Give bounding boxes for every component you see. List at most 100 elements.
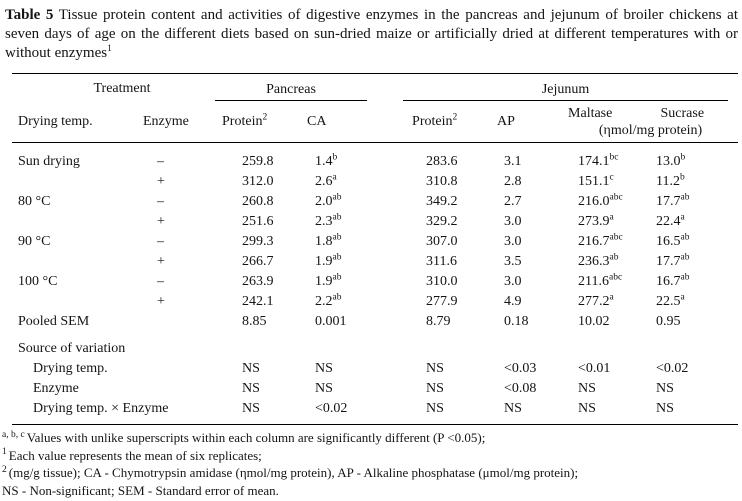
value-cell: 2.7 [481, 192, 553, 212]
cell-value: NS [426, 381, 444, 396]
value-cell: 283.6 [399, 143, 481, 173]
value-cell: NS [399, 399, 482, 425]
cell-value: 236.3 [578, 254, 610, 269]
footnote-marker: 2 [2, 464, 7, 475]
enzyme-sign: + [157, 214, 165, 229]
cell-value: <0.02 [656, 361, 689, 376]
value-cell: 310.0 [399, 272, 481, 292]
enzyme-sign: – [157, 274, 164, 289]
row-label [12, 172, 130, 192]
value-cell: 2.0ab [303, 192, 399, 212]
value-cell: 2.2ab [303, 292, 399, 312]
caption-text: Tissue protein content and activities of… [5, 7, 738, 61]
value-cell: 3.0 [481, 232, 553, 252]
value-cell: NS [553, 379, 631, 399]
protein-label: Protein [412, 113, 453, 129]
row-label: 90 °C [18, 234, 51, 249]
cell-value: 2.8 [504, 174, 522, 189]
significance-superscript: a [332, 172, 337, 183]
value-cell: 310.8 [399, 172, 481, 192]
cell-value: 283.6 [426, 154, 458, 169]
group-header-treatment: Treatment [93, 81, 151, 96]
value-cell: NS [303, 359, 399, 379]
value-cell: NS [399, 359, 481, 379]
value-cell: 349.2 [399, 192, 481, 212]
cell-value: <0.03 [504, 361, 537, 376]
value-cell: 260.8 [208, 192, 303, 212]
cell-value: <0.08 [504, 381, 537, 396]
cell-value: 329.2 [426, 214, 458, 229]
footnote-marker: a, b, c [2, 429, 25, 440]
cell-value: NS [656, 401, 674, 416]
cell-value: 251.6 [242, 214, 274, 229]
cell-value: 0.18 [504, 314, 529, 329]
value-cell: 277.9 [399, 292, 481, 312]
table-row: Pooled SEM 8.85 0.001 8.79 0.18 10.02 0.95 [12, 312, 738, 332]
significance-superscript: a [609, 292, 614, 303]
value-cell: 16.7ab [631, 272, 738, 292]
cell-value: 2.2 [315, 294, 333, 309]
cell-value: NS [426, 401, 444, 416]
value-cell: 8.85 [208, 312, 303, 332]
cell-value: NS [578, 381, 596, 396]
cell-value: 3.0 [504, 214, 522, 229]
col-header-sucrase: Sucrase [660, 105, 705, 121]
value-cell: 307.0 [399, 232, 481, 252]
cell-value: 277.9 [426, 294, 458, 309]
significance-superscript: b [332, 152, 338, 163]
footnote-replicates: 1 Each value represents the mean of six r… [2, 447, 738, 465]
cell-value: NS [315, 361, 333, 376]
footnote-marker: 1 [2, 447, 7, 458]
value-cell: 216.7abc [553, 232, 631, 252]
caption-footnote-marker: 1 [107, 44, 112, 54]
group-header-row: Treatment Pancreas Jejunum [12, 74, 738, 101]
footnote-text: NS - Non-significant; SEM - Standard err… [2, 482, 279, 498]
footnote-abbreviations: NS - Non-significant; SEM - Standard err… [2, 482, 738, 500]
col-header-drying-temp: Drying temp. [12, 101, 130, 143]
table-row: Drying temp. × Enzyme NS <0.02 NS NS NS NS [12, 399, 739, 425]
enzyme-sign [130, 359, 208, 379]
value-cell: 299.3 [208, 232, 303, 252]
value-cell: 1.9ab [303, 272, 399, 292]
value-cell: NS [631, 399, 739, 425]
enzyme-sign [130, 312, 208, 332]
row-label [12, 252, 130, 272]
value-cell: 259.8 [208, 143, 303, 173]
value-cell: 266.7 [208, 252, 303, 272]
cell-value: 277.2 [578, 294, 610, 309]
table-row: Source of variation [12, 332, 738, 359]
group-header-jejunum: Jejunum [399, 74, 738, 101]
enzyme-sign: – [157, 194, 164, 209]
cell-value: 11.2 [656, 174, 681, 189]
row-label: Enzyme [33, 381, 79, 396]
cell-value: 242.1 [242, 294, 274, 309]
cell-value: 263.9 [242, 274, 274, 289]
value-cell: 312.0 [208, 172, 303, 192]
cell-value: NS [426, 361, 444, 376]
cell-value: 174.1 [578, 154, 610, 169]
significance-superscript: ab [332, 292, 342, 303]
value-cell: NS [481, 399, 554, 425]
cell-value: 311.6 [426, 254, 458, 269]
value-cell: 211.6abc [553, 272, 631, 292]
significance-superscript: abc [609, 192, 623, 203]
significance-superscript: abc [609, 232, 623, 243]
significance-superscript: a [680, 212, 685, 223]
cell-value: 260.8 [242, 194, 274, 209]
value-cell: <0.02 [303, 399, 400, 425]
cell-value: NS [242, 381, 260, 396]
row-label: 100 °C [18, 274, 58, 289]
value-cell: 1.4b [303, 143, 399, 173]
cell-value: 0.95 [656, 314, 681, 329]
value-cell: 13.0b [631, 143, 738, 173]
cell-value: 266.7 [242, 254, 274, 269]
column-header-row: Drying temp. Enzyme Protein2 CA Protein2… [12, 101, 739, 143]
cell-value: NS [315, 381, 333, 396]
value-cell: <0.08 [481, 379, 553, 399]
value-cell: NS [399, 379, 481, 399]
value-cell: 4.9 [481, 292, 553, 312]
value-cell: 17.7ab [631, 252, 738, 272]
group-header-pancreas: Pancreas [208, 74, 399, 101]
footnote-text: Values with unlike superscripts within e… [26, 430, 486, 445]
cell-value: 2.7 [504, 194, 522, 209]
